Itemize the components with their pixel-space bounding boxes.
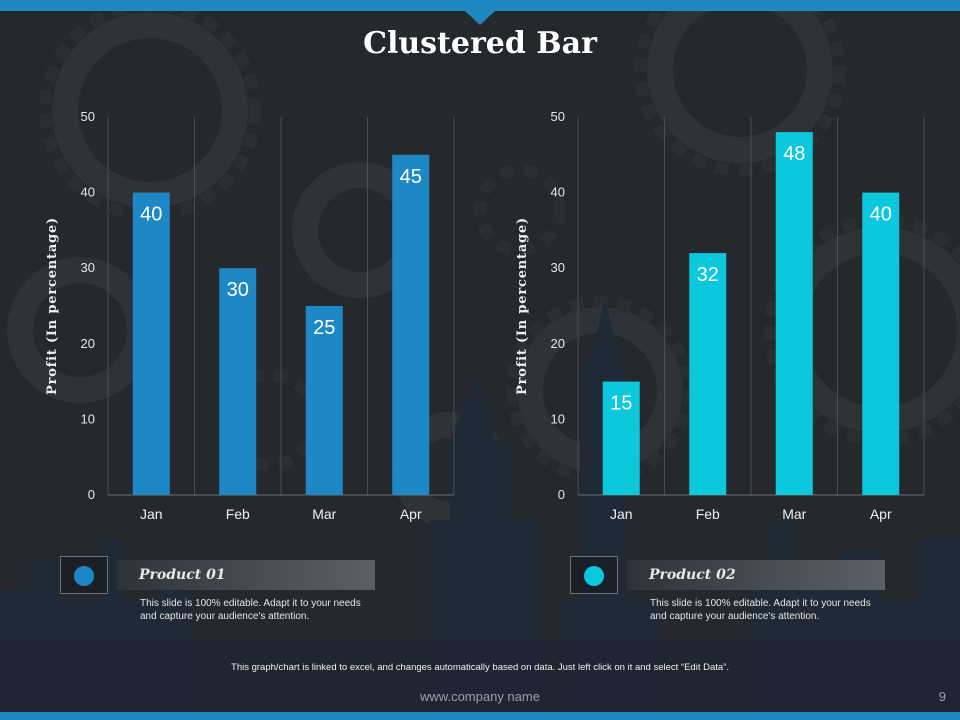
bar-value-label: 48 bbox=[783, 143, 805, 165]
x-tick-label: Apr bbox=[400, 506, 422, 522]
y-axis-title: Profit (In percentage) bbox=[45, 217, 60, 395]
bar-value-label: 40 bbox=[140, 204, 162, 226]
y-tick-label: 0 bbox=[88, 487, 95, 502]
product-02-description: This slide is 100% editable. Adapt it to… bbox=[650, 598, 871, 622]
bar bbox=[775, 132, 813, 495]
circle-marker-icon bbox=[584, 566, 604, 586]
x-tick-label: Jan bbox=[140, 506, 163, 522]
bar bbox=[689, 253, 727, 495]
bottom-accent-bar bbox=[0, 712, 960, 720]
bar bbox=[219, 268, 257, 495]
bar bbox=[862, 192, 900, 495]
y-tick-label: 30 bbox=[551, 260, 565, 275]
bar bbox=[392, 154, 430, 496]
top-accent-bar bbox=[0, 0, 960, 11]
bar bbox=[132, 192, 170, 495]
y-tick-label: 40 bbox=[551, 185, 565, 200]
x-tick-label: Mar bbox=[782, 506, 806, 522]
bar bbox=[305, 306, 343, 495]
y-tick-label: 40 bbox=[81, 185, 95, 200]
chart-edit-note: This graph/chart is linked to excel, and… bbox=[231, 662, 729, 673]
bar bbox=[602, 381, 640, 495]
product-01-legend: Product 01 This slide is 100% editable. … bbox=[60, 556, 390, 636]
bar-value-label: 45 bbox=[400, 166, 422, 188]
footer-url: www.company name bbox=[420, 689, 540, 704]
bar-value-label: 32 bbox=[697, 264, 719, 286]
bar-value-label: 15 bbox=[610, 393, 632, 415]
page-number: 9 bbox=[938, 689, 946, 704]
product-01-label: Product 01 bbox=[117, 560, 375, 590]
product-01-bar-chart: 0 10 20 30 40 50 Profit (In percentage) 40 Jan 30… bbox=[45, 109, 455, 522]
product-02-label: Product 02 bbox=[627, 560, 885, 590]
y-tick-label: 10 bbox=[81, 411, 95, 426]
product-02-legend: Product 02 This slide is 100% editable. … bbox=[570, 556, 900, 636]
bar-value-label: 25 bbox=[313, 317, 335, 339]
top-notch-marker bbox=[465, 11, 495, 25]
y-tick-label: 20 bbox=[81, 336, 95, 351]
y-tick-label: 30 bbox=[81, 260, 95, 275]
product-01-marker bbox=[60, 556, 108, 594]
product-02-marker bbox=[570, 556, 618, 594]
x-tick-label: Jan bbox=[610, 506, 633, 522]
slide-title: Clustered Bar bbox=[363, 26, 597, 61]
y-tick-label: 20 bbox=[551, 336, 565, 351]
y-axis-title: Profit (In percentage) bbox=[515, 217, 530, 395]
y-tick-label: 10 bbox=[551, 411, 565, 426]
x-tick-label: Feb bbox=[226, 506, 250, 522]
x-tick-label: Apr bbox=[870, 506, 892, 522]
bar-value-label: 30 bbox=[227, 279, 249, 301]
circle-marker-icon bbox=[74, 566, 94, 586]
x-tick-label: Feb bbox=[696, 506, 720, 522]
product-02-bar-chart: 0 10 20 30 40 50 Profit (In percentage) 15 Jan 32… bbox=[515, 109, 925, 522]
y-tick-label: 50 bbox=[81, 109, 95, 124]
y-tick-label: 50 bbox=[551, 109, 565, 124]
bar-value-label: 40 bbox=[870, 204, 892, 226]
x-tick-label: Mar bbox=[312, 506, 336, 522]
product-01-description: This slide is 100% editable. Adapt it to… bbox=[140, 598, 361, 622]
y-tick-label: 0 bbox=[558, 487, 565, 502]
